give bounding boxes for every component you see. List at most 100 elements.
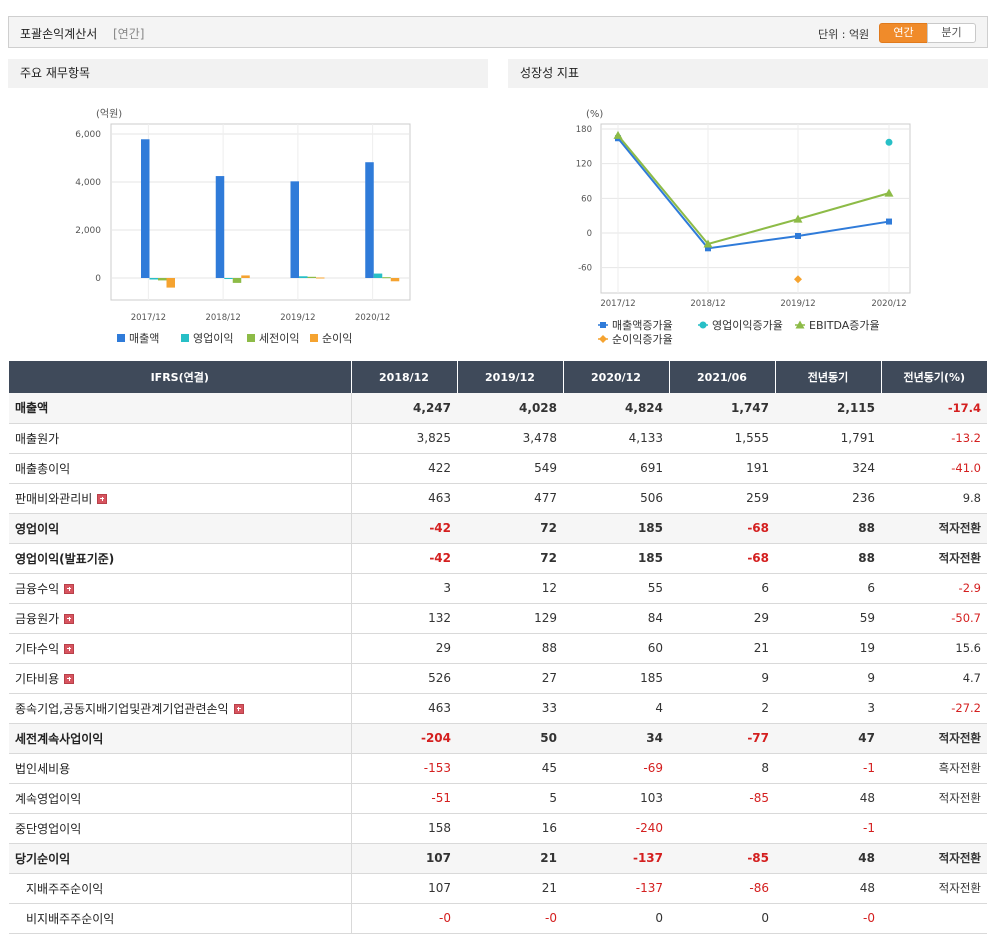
- value-cell: 적자전환: [881, 783, 987, 814]
- row-label-cell: 매출원가: [9, 423, 352, 454]
- bar: [390, 278, 400, 282]
- row-label: 판매비와관리비: [15, 491, 93, 506]
- quarter-toggle-button[interactable]: 분기: [927, 23, 976, 43]
- value-cell: 185: [563, 663, 669, 694]
- row-label: 매출액: [15, 401, 49, 416]
- value-cell: 132: [351, 603, 457, 634]
- value-cell: 477: [457, 483, 563, 514]
- bar: [158, 278, 167, 281]
- value-cell: -137: [563, 873, 669, 904]
- value-cell: 적자전환: [881, 513, 987, 544]
- value-cell: 2: [669, 693, 775, 724]
- value-cell: 463: [351, 693, 457, 724]
- value-cell: 2,115: [775, 393, 881, 424]
- data-point: [703, 239, 713, 248]
- row-label: 기타비용: [15, 671, 60, 686]
- expand-plus-icon[interactable]: [233, 703, 244, 714]
- value-cell: 19: [775, 633, 881, 664]
- row-label-cell: 지배주주순이익: [9, 873, 352, 904]
- table-row: 종속기업,공동지배기업및관계기업관련손익 463 33 4 2 3 -27.2: [9, 693, 987, 724]
- row-label-cell: 종속기업,공동지배기업및관계기업관련손익: [9, 693, 352, 724]
- value-cell: 1,747: [669, 393, 775, 424]
- y-tick-label: 2,000: [75, 226, 101, 236]
- value-cell: 59: [775, 603, 881, 634]
- table-row: 비지배주주순이익 -0 -0 0 0 -0: [9, 903, 987, 934]
- row-label-cell: 매출액: [9, 393, 352, 424]
- header-period-column: 2021/06: [668, 361, 775, 393]
- bar: [241, 275, 250, 278]
- value-cell: 55: [563, 573, 669, 604]
- x-tick-label: 2018/12: [690, 299, 725, 309]
- value-cell: 적자전환: [881, 843, 987, 874]
- value-cell: -0: [775, 903, 881, 934]
- y-unit-label: (억원): [96, 108, 122, 120]
- y-tick-label: 120: [576, 160, 592, 170]
- value-cell: 9: [775, 663, 881, 694]
- expand-plus-icon[interactable]: [64, 673, 75, 684]
- expand-plus-icon[interactable]: [64, 583, 75, 594]
- value-cell: -240: [563, 813, 669, 844]
- value-cell: 463: [351, 483, 457, 514]
- x-tick-label: 2020/12: [871, 299, 906, 309]
- data-point: [705, 245, 711, 252]
- row-label-cell: 금융수익: [9, 573, 352, 604]
- table-row: 기타비용 526 27 185 9 9 4.7: [9, 663, 987, 694]
- table-row: 기타수익 29 88 60 21 19 15.6: [9, 633, 987, 664]
- y-tick-label: 60: [581, 194, 592, 204]
- row-label-cell: 판매비와관리비: [9, 483, 352, 514]
- header-period-column: 2018/12: [350, 361, 457, 393]
- row-label: 당기순이익: [15, 851, 71, 866]
- value-cell: 191: [669, 453, 775, 484]
- value-cell: -77: [669, 723, 775, 754]
- row-label-cell: 매출총이익: [9, 453, 352, 484]
- value-cell: 422: [351, 453, 457, 484]
- data-point: [795, 233, 801, 240]
- expand-plus-icon[interactable]: [64, 643, 75, 654]
- y-tick-label: 0: [95, 274, 101, 284]
- value-cell: 4: [563, 693, 669, 724]
- row-label-cell: 법인세비용: [9, 753, 352, 784]
- value-cell: 29: [351, 633, 457, 664]
- row-label: 영업이익(발표기준): [15, 551, 115, 566]
- bar: [299, 276, 308, 278]
- expand-plus-icon[interactable]: [64, 613, 75, 624]
- row-label: 매출총이익: [15, 461, 71, 476]
- x-tick-label: 2018/12: [205, 313, 240, 323]
- table-row: 금융수익 3 12 55 6 6 -2.9: [9, 573, 987, 604]
- header-period-column: 2020/12: [562, 361, 669, 393]
- series-line: [617, 137, 890, 250]
- row-label-cell: 중단영업이익: [9, 813, 352, 844]
- value-cell: 5: [457, 783, 563, 814]
- legend-swatch: [310, 334, 318, 342]
- bar: [290, 181, 299, 278]
- value-cell: -1: [775, 813, 881, 844]
- value-cell: -86: [669, 873, 775, 904]
- value-cell: 16: [457, 813, 563, 844]
- value-cell: 526: [351, 663, 457, 694]
- header-period-column: 2019/12: [456, 361, 563, 393]
- value-cell: 1,555: [669, 423, 775, 454]
- value-cell: 103: [563, 783, 669, 814]
- data-point: [884, 188, 894, 197]
- value-cell: 33: [457, 693, 563, 724]
- value-cell: -42: [351, 513, 457, 544]
- table-header-row: IFRS(연결) 2018/12 2019/12 2020/12 2021/06 전년동기…: [9, 361, 987, 393]
- value-cell: 185: [563, 543, 669, 574]
- expand-plus-icon[interactable]: [97, 493, 108, 504]
- value-cell: 1,791: [775, 423, 881, 454]
- value-cell: 88: [775, 513, 881, 544]
- value-cell: 50: [457, 723, 563, 754]
- value-cell: -204: [351, 723, 457, 754]
- row-label: 세전계속사업이익: [15, 731, 104, 746]
- row-label-cell: 영업이익: [9, 513, 352, 544]
- value-cell: 27: [457, 663, 563, 694]
- annual-toggle-button[interactable]: 연간: [879, 23, 928, 43]
- header-period-column: 전년동기: [774, 361, 881, 393]
- series-line: [617, 134, 890, 246]
- table-row: 세전계속사업이익 -204 50 34 -77 47 적자전환: [9, 723, 987, 754]
- bar: [149, 278, 158, 280]
- bar: [307, 276, 316, 278]
- value-cell: 60: [563, 633, 669, 664]
- row-label-cell: 금융원가: [9, 603, 352, 634]
- y-tick-label: 0: [587, 229, 592, 239]
